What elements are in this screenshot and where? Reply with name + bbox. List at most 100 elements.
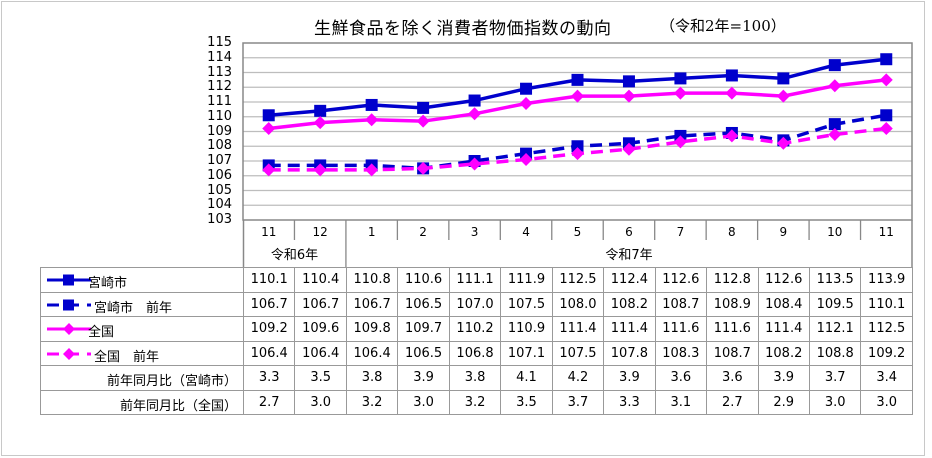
diamond-marker-icon <box>416 114 430 128</box>
square-marker-icon <box>674 72 687 85</box>
diamond-marker-icon <box>725 86 739 100</box>
table-cell: 3.0 <box>294 389 347 415</box>
y-tick-label: 110 <box>207 108 232 124</box>
table-cell: 3.3 <box>603 389 656 415</box>
table-cell: 3.9 <box>757 365 810 391</box>
chart-subtitle: （令和2年=100） <box>660 17 786 35</box>
table-row: 全国 前年 106.4 106.4 106.4 106.5 106.8 107.1 107.5… <box>40 340 913 366</box>
row-label-text: 前年同月比（全国） <box>119 398 237 414</box>
table-cell: 3.8 <box>345 365 399 391</box>
data-table: 宮崎市 110.1 110.4 110.8 110.6 111.1 111.9 112.5 11… <box>40 267 913 415</box>
diamond-marker-icon <box>262 163 276 177</box>
table-cell: 108.4 <box>757 291 810 317</box>
table-cell: 107.5 <box>551 340 605 366</box>
y-tick-label: 107 <box>207 153 232 168</box>
diamond-marker-icon <box>313 116 327 130</box>
diamond-marker-icon <box>776 89 790 103</box>
y-tick-label: 106 <box>207 167 232 183</box>
x-axis-dividers <box>242 220 913 267</box>
table-row: 宮崎市 110.1 110.4 110.8 110.6 111.1 111.9 112.5 11… <box>40 267 913 293</box>
square-marker-icon <box>468 94 481 107</box>
x-tick-label: 6 <box>625 225 633 239</box>
table-cell: 110.1 <box>242 267 296 293</box>
row-label: 前年同月比（宮崎市） <box>40 365 244 391</box>
y-tick-label: 109 <box>207 123 232 139</box>
table-cell: 3.0 <box>397 389 450 415</box>
row-label: 全国 <box>40 316 244 342</box>
diamond-marker-icon <box>673 135 687 149</box>
table-cell: 3.2 <box>345 389 399 415</box>
table-cell: 111.4 <box>757 316 810 342</box>
table-cell: 3.4 <box>860 365 913 391</box>
table-cell: 113.5 <box>808 267 862 293</box>
table-cell: 112.8 <box>706 267 759 293</box>
x-tick-label: 1 <box>367 225 376 239</box>
table-row: 全国 109.2 109.6 109.8 109.7 110.2 110.9 111.4 111… <box>40 316 913 342</box>
diamond-marker-icon <box>416 161 430 175</box>
table-cell: 112.5 <box>860 316 913 342</box>
table-cell: 3.8 <box>448 365 502 391</box>
diamond-marker-icon <box>468 107 482 121</box>
table-cell: 111.4 <box>551 316 605 342</box>
table-cell: 109.6 <box>294 316 347 342</box>
legend-diamond-line-icon <box>47 323 91 335</box>
table-cell: 106.4 <box>242 340 296 366</box>
row-label-text: 全国 前年 <box>94 349 160 365</box>
diamond-marker-icon <box>468 157 482 171</box>
table-cell: 110.2 <box>448 316 502 342</box>
table-cell: 106.5 <box>397 291 450 317</box>
diamond-marker-icon <box>365 163 379 177</box>
table-cell: 108.2 <box>603 291 656 317</box>
table-cell: 109.2 <box>860 340 913 366</box>
diamond-marker-icon <box>571 147 584 161</box>
table-cell: 108.8 <box>808 340 862 366</box>
table-cell: 106.8 <box>448 340 502 366</box>
table-cell: 3.5 <box>500 389 553 415</box>
table-cell: 106.7 <box>345 291 399 317</box>
table-cell: 106.4 <box>345 340 399 366</box>
table-cell: 3.0 <box>808 389 862 415</box>
square-marker-icon <box>880 53 893 66</box>
table-cell: 106.5 <box>397 340 450 366</box>
square-marker-icon <box>828 59 841 72</box>
table-cell: 107.5 <box>500 291 553 317</box>
table-cell: 3.6 <box>654 365 708 391</box>
table-cell: 3.7 <box>808 365 862 391</box>
table-cell: 3.5 <box>294 365 347 391</box>
table-cell: 108.7 <box>706 340 759 366</box>
table-cell: 112.6 <box>654 267 708 293</box>
x-tick-label: 7 <box>676 225 685 239</box>
table-cell: 110.6 <box>397 267 450 293</box>
table-cell: 4.2 <box>551 365 605 391</box>
x-tick-label: 9 <box>779 225 788 239</box>
x-tick-label: 11 <box>878 225 894 239</box>
diamond-marker-icon <box>879 73 893 87</box>
legend-square-line-icon <box>47 299 91 310</box>
y-tick-label: 113 <box>207 64 232 80</box>
diamond-marker-icon <box>879 122 893 136</box>
diamond-marker-icon <box>828 127 842 141</box>
square-marker-icon <box>417 101 430 114</box>
legend-diamond-line-icon <box>47 347 91 360</box>
table-cell: 112.6 <box>757 267 810 293</box>
y-tick-label: 103 <box>207 212 232 227</box>
row-label: 宮崎市 <box>40 267 244 293</box>
table-cell: 111.9 <box>500 267 553 293</box>
table-cell: 112.5 <box>551 267 605 293</box>
y-tick-label: 104 <box>207 197 232 213</box>
square-marker-icon <box>828 118 841 131</box>
diamond-marker-icon <box>673 86 687 100</box>
y-tick-label: 114 <box>207 49 232 65</box>
x-tick-label: 5 <box>573 225 582 239</box>
diamond-marker-icon <box>519 96 533 110</box>
table-cell: 112.1 <box>808 316 862 342</box>
square-marker-icon <box>777 72 790 85</box>
table-cell: 111.1 <box>448 267 502 293</box>
table-cell: 106.4 <box>294 340 347 366</box>
diamond-marker-icon <box>519 153 533 167</box>
table-cell: 111.6 <box>706 316 759 342</box>
table-cell: 108.2 <box>757 340 810 366</box>
x-tick-label: 12 <box>312 225 328 239</box>
row-label-text: 全国 <box>88 325 115 340</box>
